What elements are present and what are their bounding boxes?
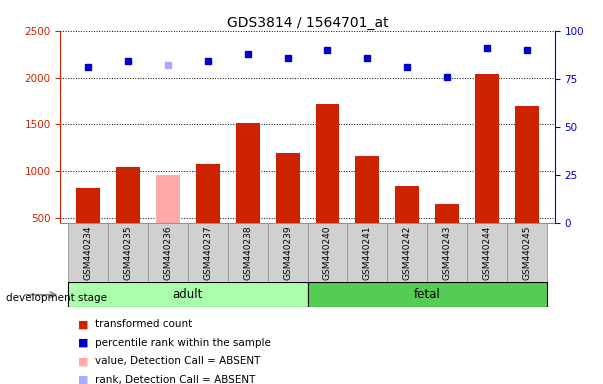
Text: transformed count: transformed count — [95, 319, 192, 329]
Text: GSM440240: GSM440240 — [323, 226, 332, 280]
Text: GSM440239: GSM440239 — [283, 226, 292, 280]
Bar — [116, 167, 140, 223]
Bar — [347, 223, 387, 282]
Text: rank, Detection Call = ABSENT: rank, Detection Call = ABSENT — [95, 375, 256, 384]
Text: GSM440238: GSM440238 — [243, 226, 252, 280]
Bar — [276, 154, 300, 223]
Bar — [308, 282, 547, 307]
Bar — [387, 223, 427, 282]
Bar — [236, 122, 260, 223]
Bar — [507, 223, 547, 282]
Bar — [268, 223, 308, 282]
Text: value, Detection Call = ABSENT: value, Detection Call = ABSENT — [95, 356, 260, 366]
Text: ■: ■ — [78, 319, 89, 329]
Bar — [427, 223, 467, 282]
Bar — [308, 223, 347, 282]
Bar — [68, 282, 308, 307]
Bar — [188, 223, 228, 282]
Bar — [467, 223, 507, 282]
Text: GSM440244: GSM440244 — [482, 226, 491, 280]
Bar — [196, 164, 220, 223]
Title: GDS3814 / 1564701_at: GDS3814 / 1564701_at — [227, 16, 388, 30]
Bar — [475, 74, 499, 223]
Text: percentile rank within the sample: percentile rank within the sample — [95, 338, 271, 348]
Bar — [395, 186, 419, 223]
Bar — [228, 223, 268, 282]
Bar — [515, 106, 539, 223]
Text: ■: ■ — [78, 375, 89, 384]
Bar — [315, 104, 339, 223]
Bar — [76, 188, 100, 223]
Text: adult: adult — [172, 288, 203, 301]
Text: GSM440242: GSM440242 — [403, 226, 412, 280]
Text: ■: ■ — [78, 356, 89, 366]
Text: development stage: development stage — [6, 293, 107, 303]
Bar — [156, 175, 180, 223]
Text: GSM440236: GSM440236 — [163, 226, 172, 280]
Bar — [148, 223, 188, 282]
Bar — [435, 204, 459, 223]
Text: GSM440235: GSM440235 — [124, 226, 133, 280]
Text: GSM440237: GSM440237 — [203, 226, 212, 280]
Text: GSM440234: GSM440234 — [84, 226, 93, 280]
Text: ■: ■ — [78, 338, 89, 348]
Bar — [68, 223, 108, 282]
Text: GSM440241: GSM440241 — [363, 226, 372, 280]
Text: GSM440245: GSM440245 — [522, 226, 531, 280]
Text: GSM440243: GSM440243 — [443, 226, 452, 280]
Bar — [355, 156, 379, 223]
Bar — [108, 223, 148, 282]
Text: fetal: fetal — [414, 288, 441, 301]
